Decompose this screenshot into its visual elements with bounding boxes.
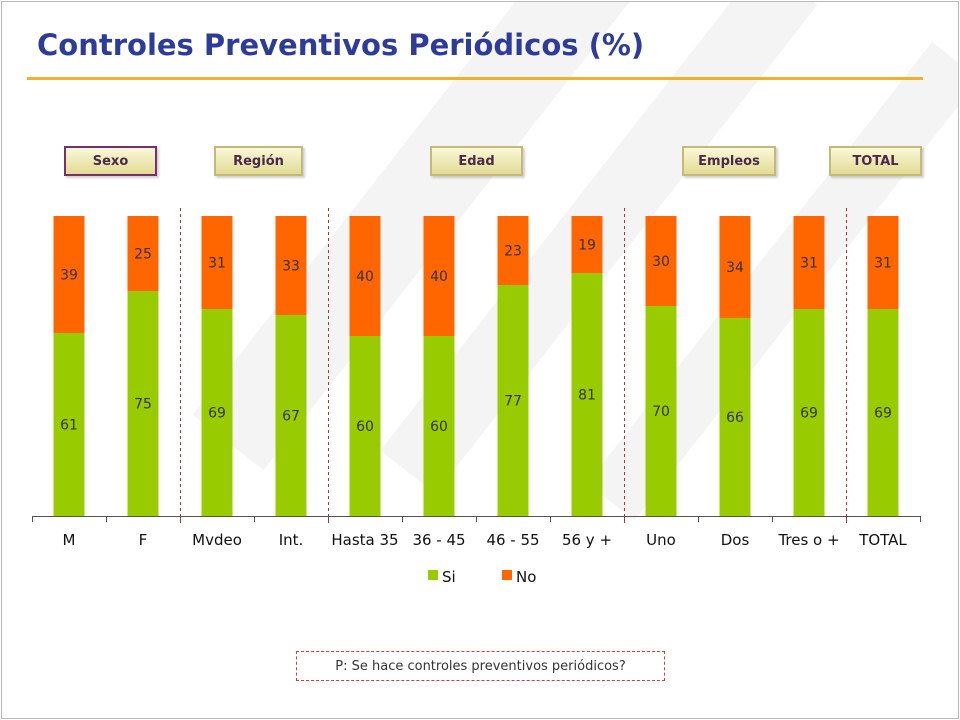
bar-segment-no [275, 216, 307, 315]
data-label-no: 25 [134, 247, 152, 263]
legend-si-swatch [428, 570, 438, 580]
data-label-si: 70 [652, 404, 670, 420]
data-label-no: 30 [652, 254, 670, 270]
bar-segment-si [867, 309, 899, 516]
category-tick-label: M [63, 531, 76, 549]
bar-segment-no [201, 216, 233, 309]
data-label-no: 34 [726, 260, 744, 276]
data-label-no: 33 [282, 259, 300, 275]
bar-segment-no [53, 216, 85, 333]
category-tick-label: Hasta 35 [331, 531, 398, 549]
bar-segment-no [867, 216, 899, 309]
category-tick-label: Mvdeo [192, 531, 242, 549]
bar-segment-si [349, 336, 381, 516]
bar-segment-si [645, 306, 677, 516]
data-label-si: 77 [504, 394, 522, 410]
data-label-no: 40 [430, 269, 448, 285]
bar-segment-si [497, 285, 529, 516]
data-label-si: 61 [60, 418, 78, 434]
bar-segment-si [571, 273, 603, 516]
category-tick-label: F [139, 531, 148, 549]
group-badge-region: Región [214, 146, 303, 176]
data-label-si: 60 [356, 419, 374, 435]
category-tick-label: 36 - 45 [412, 531, 465, 549]
bar-segment-no [127, 216, 159, 291]
bar-segment-no [497, 216, 529, 285]
bar-segment-si [793, 309, 825, 516]
data-label-si: 60 [430, 419, 448, 435]
bar-segment-si [423, 336, 455, 516]
data-label-si: 69 [874, 406, 892, 422]
data-label-no: 31 [800, 256, 818, 272]
legend-no-swatch [502, 570, 512, 580]
category-tick-label: Tres o + [777, 531, 839, 549]
category-tick-label: TOTAL [858, 531, 907, 549]
page-title: Controles Preventivos Periódicos (%) [37, 28, 645, 62]
data-label-no: 39 [60, 268, 78, 284]
bar-segment-no [571, 216, 603, 273]
data-label-no: 40 [356, 269, 374, 285]
legend-no-label: No [516, 568, 536, 586]
bar-segment-no [645, 216, 677, 306]
bar-segment-no [793, 216, 825, 309]
bar-segment-si [275, 315, 307, 516]
bar-segment-si [719, 318, 751, 516]
question-note: P: Se hace controles preventivos periódi… [296, 651, 665, 681]
group-badge-total: TOTAL [829, 146, 922, 176]
data-label-no: 19 [578, 238, 596, 254]
data-label-si: 69 [208, 406, 226, 422]
category-tick-label: Uno [646, 531, 676, 549]
data-label-si: 69 [800, 406, 818, 422]
data-label-no: 31 [208, 256, 226, 272]
bar-segment-si [127, 291, 159, 516]
category-tick-label: 46 - 55 [486, 531, 539, 549]
bar-segment-no [423, 216, 455, 336]
title-underline [27, 77, 923, 80]
data-label-no: 31 [874, 256, 892, 272]
data-label-si: 75 [134, 397, 152, 413]
data-label-no: 23 [504, 244, 522, 260]
category-tick-label: Int. [279, 531, 304, 549]
data-label-si: 67 [282, 409, 300, 425]
group-badge-empleos: Empleos [682, 146, 776, 176]
bar-segment-si [201, 309, 233, 516]
group-badge-edad: Edad [430, 146, 523, 176]
category-tick-label: Dos [721, 531, 750, 549]
data-label-si: 81 [578, 388, 596, 404]
legend-si-label: Si [442, 568, 456, 586]
bar-segment-si [53, 333, 85, 516]
category-tick-label: 56 y + [562, 531, 612, 549]
data-label-si: 66 [726, 410, 744, 426]
bar-segment-no [349, 216, 381, 336]
group-badge-sexo: Sexo [64, 146, 157, 176]
bar-segment-no [719, 216, 751, 318]
